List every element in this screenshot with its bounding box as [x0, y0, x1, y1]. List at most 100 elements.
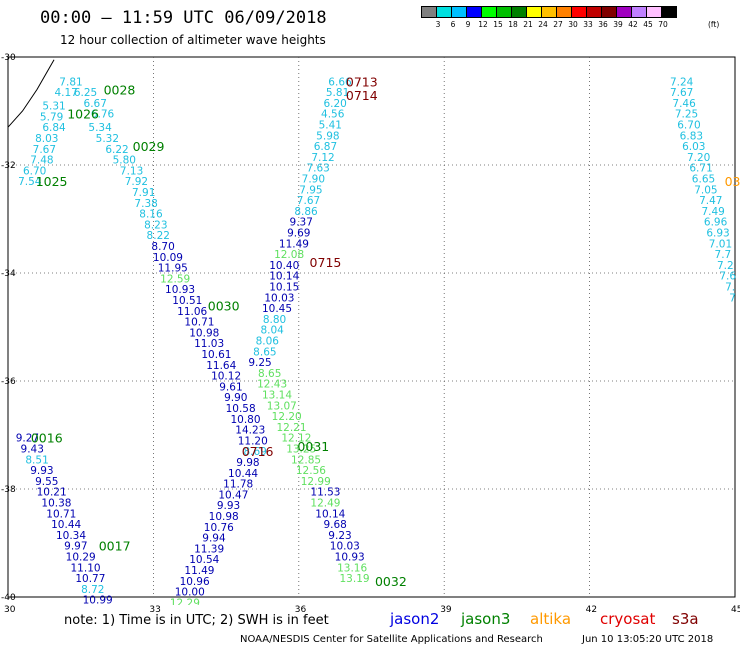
- wave-height-value: 8.65: [253, 346, 276, 358]
- wave-height-value: 8.22: [147, 230, 170, 242]
- satellite-legend-item: s3a: [672, 610, 699, 628]
- wave-height-value: 6.66: [328, 76, 352, 88]
- wave-height-value: 7.46: [672, 98, 696, 110]
- y-tick-label: -38: [1, 485, 16, 495]
- wave-height-value: 6.03: [682, 141, 705, 153]
- wave-height-value: 10.93: [335, 552, 365, 564]
- wave-height-value: 10.15: [269, 282, 299, 294]
- wave-height-value: 9.43: [21, 444, 44, 456]
- wave-height-value: 6.65: [692, 174, 715, 186]
- y-tick-label: -36: [1, 377, 16, 387]
- wave-height-value: 12.29: [170, 597, 200, 609]
- color-scale-tick: 70: [658, 20, 668, 29]
- wave-height-value: 9.93: [30, 465, 53, 477]
- wave-height-value: 10.99: [83, 595, 113, 607]
- wave-height-value: 7.81: [59, 76, 82, 88]
- x-tick-label: 30: [4, 605, 16, 615]
- wave-height-value: 12.21: [276, 422, 306, 434]
- wave-height-value: 12.20: [272, 411, 302, 423]
- wave-height-value: 8.80: [263, 314, 286, 326]
- color-scale-tick: 45: [643, 20, 653, 29]
- satellite-legend-item: altika: [530, 610, 572, 628]
- wave-height-value: 7.: [725, 282, 735, 294]
- wave-height-value: 10.47: [218, 489, 248, 501]
- wave-height-value: 9.61: [219, 381, 242, 393]
- color-scale-tick: 33: [583, 20, 593, 29]
- wave-height-value: 11.95: [158, 263, 188, 275]
- pass-time-label: 03: [725, 174, 740, 189]
- wave-height-value: 8.69: [243, 446, 266, 458]
- wave-height-value: 7.49: [701, 206, 724, 218]
- wave-height-value: 8.16: [139, 209, 163, 221]
- wave-height-value: 6.76: [91, 109, 115, 121]
- y-tick-label: -40: [1, 593, 16, 603]
- wave-height-value: 12.59: [160, 273, 190, 285]
- color-scale-tick: 24: [538, 20, 548, 29]
- wave-height-value: 12.43: [257, 379, 287, 391]
- wave-height-value: 9.27: [16, 433, 39, 445]
- wave-height-value: 10.98: [209, 511, 239, 523]
- wave-height-value: 12.49: [310, 498, 340, 510]
- wave-height-value: 7.63: [306, 163, 329, 175]
- wave-height-value: 10.09: [153, 252, 183, 264]
- pass-time-label: 0713: [346, 74, 378, 89]
- color-scale-tick: 42: [628, 20, 638, 29]
- color-scale-tick: 21: [523, 20, 533, 29]
- color-scale-tick: 18: [508, 20, 518, 29]
- wave-height-value: 10.77: [75, 573, 105, 585]
- wave-height-value: 6.20: [323, 98, 346, 110]
- color-scale-tick: 15: [493, 20, 503, 29]
- wave-height-value: 7.48: [30, 155, 53, 167]
- wave-height-value: 6.22: [105, 144, 128, 156]
- series-group: 6.665.816.204.565.415.986.877.127.637.90…: [248, 76, 369, 585]
- wave-height-value: 5.80: [113, 155, 136, 167]
- color-scale-tick: 3: [435, 20, 441, 29]
- x-tick-label: 33: [149, 605, 160, 615]
- wave-height-value: 13.19: [340, 573, 370, 585]
- wave-height-value: 7.67: [670, 87, 693, 99]
- wave-height-value: 10.40: [269, 260, 299, 272]
- color-scale-legend: (ft) 3 6 9 12 15 18 21 24 27 30 33 36 39 42 45 70: [421, 6, 719, 30]
- wave-height-value: 7: [729, 292, 736, 304]
- wave-height-value: 11.49: [184, 565, 214, 577]
- y-tick-label: -30: [1, 53, 16, 63]
- wave-height-value: 11.64: [206, 360, 236, 372]
- page-subtitle: 12 hour collection of altimeter wave hei…: [60, 33, 326, 47]
- wave-height-value: 6.71: [689, 163, 712, 175]
- wave-height-value: 10.51: [172, 295, 202, 307]
- wave-height-value: 9.98: [236, 457, 259, 469]
- wave-height-value: 10.29: [66, 552, 96, 564]
- wave-height-value: 7.24: [670, 76, 694, 88]
- series-group: 7.247.677.467.256.706.836.037.206.716.65…: [670, 76, 736, 304]
- wave-height-value: 8.03: [35, 133, 58, 145]
- wave-height-value: 4.17: [54, 87, 77, 99]
- wave-height-value: 12.85: [291, 454, 321, 466]
- y-tick-label: -34: [1, 269, 16, 279]
- wave-height-value: 8.06: [256, 336, 280, 348]
- wave-height-value: 8.72: [81, 584, 104, 596]
- wave-height-value: 13.25: [286, 444, 316, 456]
- wave-height-value: 10.58: [226, 403, 256, 415]
- wave-height-value: 11.49: [279, 238, 309, 250]
- wave-height-value: 11.20: [238, 435, 268, 447]
- wave-height-value: 5.79: [40, 111, 63, 123]
- wave-height-value: 8.04: [260, 325, 284, 337]
- series-group: 7.814.176.256.67 5.31 6.76 5.79 5.34 6.84 5.32…: [18, 76, 268, 609]
- wave-height-value: 5.41: [319, 120, 342, 132]
- wave-height-value: 13.14: [262, 390, 292, 402]
- wave-height-value: 12.08: [274, 249, 304, 261]
- wave-height-value: 14.23: [235, 425, 265, 437]
- color-scale-unit: (ft): [708, 20, 720, 29]
- wave-height-value: 9.25: [248, 357, 271, 369]
- wave-height-value: 8.23: [144, 219, 167, 231]
- plot-frame: [7, 56, 736, 598]
- wave-height-value: 7.67: [297, 195, 320, 207]
- wave-height-value: 10.03: [330, 541, 360, 553]
- wave-height-value: 6.70: [677, 120, 700, 132]
- wave-height-value: 5.98: [316, 130, 339, 142]
- wave-height-value: 7.95: [299, 184, 322, 196]
- wave-height-value: 6.67: [84, 98, 107, 110]
- wave-height-value: 11.78: [223, 479, 253, 491]
- pass-time-label: 0030: [208, 298, 240, 313]
